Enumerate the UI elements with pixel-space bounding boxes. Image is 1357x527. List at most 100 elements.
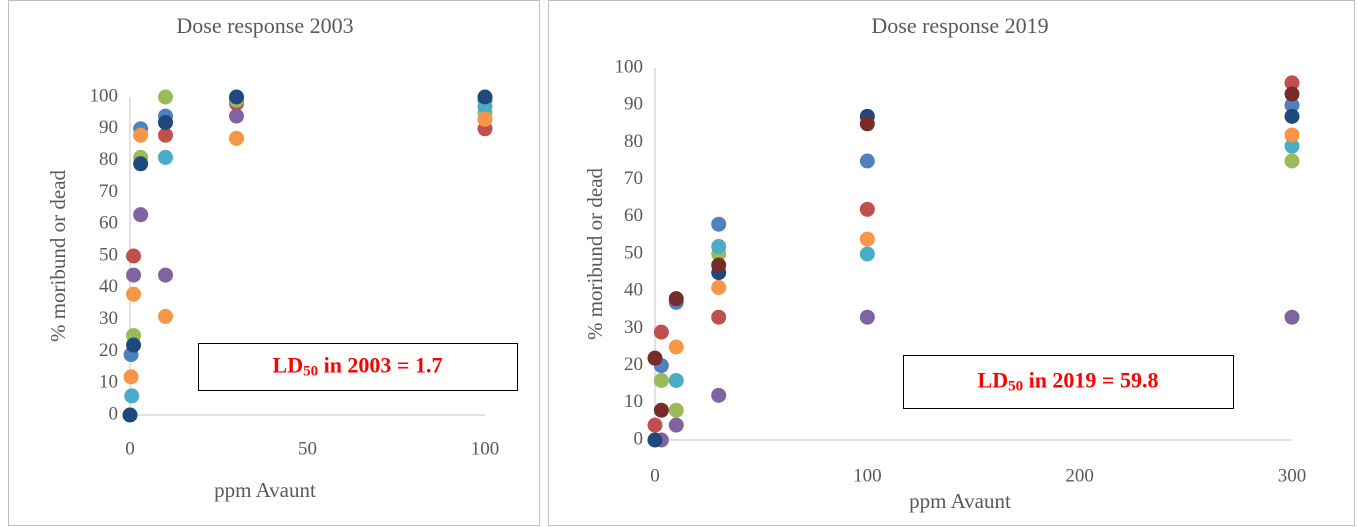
annotation-suffix: in 2003 = 1.7 (318, 353, 442, 378)
annotation-suffix: in 2019 = 59.8 (1023, 368, 1158, 393)
scatter-point (859, 231, 875, 247)
scatter-point (1284, 108, 1300, 124)
scatter-point (711, 309, 727, 325)
scatter-point (653, 372, 669, 388)
y-tick-label: 90 (624, 94, 643, 115)
annotation-box (903, 355, 1234, 409)
x-tick-label: 200 (1065, 465, 1094, 486)
x-axis-title: ppm Avaunt (214, 478, 316, 502)
y-tick-label: 100 (90, 85, 119, 106)
y-tick-label: 0 (634, 428, 644, 449)
y-axis-title: % moribund or dead (583, 167, 607, 340)
chart-title: Dose response 2019 (871, 13, 1048, 38)
y-tick-label: 0 (109, 403, 119, 424)
y-tick-label: 20 (99, 340, 118, 361)
scatter-point (158, 308, 173, 324)
scatter-point (229, 108, 244, 124)
x-tick-label: 100 (853, 465, 882, 486)
scatter-point (229, 89, 244, 105)
scatter-point (133, 156, 149, 172)
x-tick-label: 0 (650, 465, 660, 486)
scatter-point (647, 417, 663, 433)
scatter-point (158, 89, 173, 105)
x-tick-label: 100 (471, 438, 500, 459)
annotation-subscript: 50 (303, 364, 318, 380)
scatter-point (711, 279, 727, 295)
scatter-point (158, 267, 173, 283)
scatter-point (133, 127, 149, 143)
scatter-point (229, 130, 244, 146)
scatter-point (859, 201, 875, 217)
scatter-point (1284, 97, 1300, 113)
scatter-point (124, 388, 140, 404)
scatter-point (668, 402, 684, 418)
scatter-point (711, 387, 727, 403)
scatter-point (477, 111, 493, 127)
annotation-box (198, 343, 518, 391)
scatter-point (668, 372, 684, 388)
chart-frame (8, 0, 540, 526)
y-tick-label: 70 (624, 168, 643, 189)
scatter-point (1284, 309, 1300, 325)
y-tick-label: 10 (99, 372, 118, 393)
y-axis-title: % moribund or dead (46, 169, 70, 342)
scatter-point (859, 309, 875, 325)
annotation: LD50 in 2003 = 1.7 (273, 353, 443, 380)
y-tick-label: 30 (99, 308, 118, 329)
scatter-point (126, 248, 142, 264)
scatter-point (668, 417, 684, 433)
scatter-point (859, 153, 875, 169)
annotation-prefix: LD (978, 368, 1009, 393)
scatter-point (859, 246, 875, 262)
scatter-point (126, 267, 142, 283)
chart-frame (548, 0, 1355, 526)
scatter-point (711, 257, 727, 273)
scatter-point (711, 216, 727, 232)
x-axis-title: ppm Avaunt (909, 489, 1011, 513)
y-tick-label: 30 (624, 317, 643, 338)
scatter-point (122, 407, 138, 423)
x-tick-label: 0 (125, 438, 135, 459)
scatter-point (133, 207, 149, 223)
y-tick-label: 70 (99, 181, 118, 202)
x-tick-label: 300 (1278, 465, 1307, 486)
scatter-point (477, 89, 493, 105)
y-tick-label: 60 (99, 213, 118, 234)
scatter-point (653, 324, 669, 340)
y-tick-label: 50 (99, 244, 118, 265)
annotation: LD50 in 2019 = 59.8 (978, 368, 1159, 395)
scatter-point (158, 149, 173, 165)
scatter-point (1284, 86, 1300, 102)
y-tick-label: 20 (624, 354, 643, 375)
scatter-point (126, 337, 142, 353)
scatter-point (647, 432, 663, 448)
scatter-point (1284, 75, 1300, 91)
chart-title: Dose response 2003 (176, 13, 353, 38)
x-tick-label: 50 (298, 438, 317, 459)
scatter-point (668, 339, 684, 355)
y-tick-label: 60 (624, 205, 643, 226)
y-tick-label: 40 (624, 280, 643, 301)
scatter-point (668, 291, 684, 307)
y-tick-label: 10 (624, 391, 643, 412)
scatter-point (158, 114, 173, 130)
scatter-point (1284, 127, 1300, 143)
scatter-point (126, 286, 142, 302)
scatter-point (123, 369, 139, 385)
scatter-point (1284, 153, 1300, 169)
y-tick-label: 80 (624, 131, 643, 152)
scatter-point (653, 402, 669, 418)
annotation-prefix: LD (273, 353, 304, 378)
y-tick-label: 50 (624, 242, 643, 263)
scatter-point (647, 350, 663, 366)
scatter-point (859, 116, 875, 132)
y-tick-label: 40 (99, 276, 118, 297)
scatter-point (711, 239, 727, 255)
y-tick-label: 90 (99, 117, 118, 138)
scatter-point (1284, 138, 1300, 154)
annotation-subscript: 50 (1008, 379, 1023, 395)
scatter-point (158, 127, 173, 143)
y-tick-label: 100 (615, 56, 644, 77)
y-tick-label: 80 (99, 149, 118, 170)
